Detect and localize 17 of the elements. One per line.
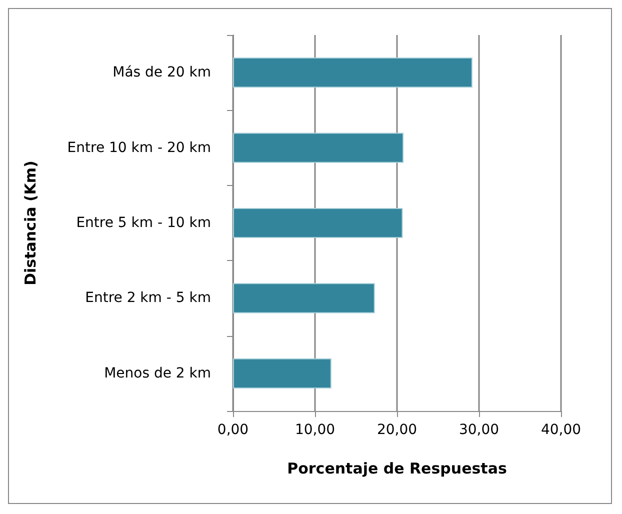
x-tick-label: 40,00 (540, 422, 582, 438)
bar (233, 132, 404, 163)
x-tick-label: 20,00 (376, 422, 418, 438)
bar (233, 208, 403, 238)
y-tick-label: Menos de 2 km (104, 365, 211, 382)
y-tick-label: Entre 10 km - 20 km (67, 140, 211, 156)
y-axis-title: Distancia (Km) (22, 160, 40, 286)
bar (233, 283, 375, 314)
y-tick-label: Entre 2 km - 5 km (85, 290, 211, 306)
x-tick-label: 10,00 (294, 422, 336, 438)
y-tick-label: Entre 5 km - 10 km (76, 215, 211, 231)
x-axis-title: Porcentaje de Respuestas (287, 460, 507, 478)
y-tick-label: Más de 20 km (112, 64, 211, 81)
x-tick-label: 0,00 (217, 422, 249, 438)
bar (233, 58, 472, 88)
bar (233, 358, 332, 388)
x-tick-label: 30,00 (458, 422, 500, 438)
